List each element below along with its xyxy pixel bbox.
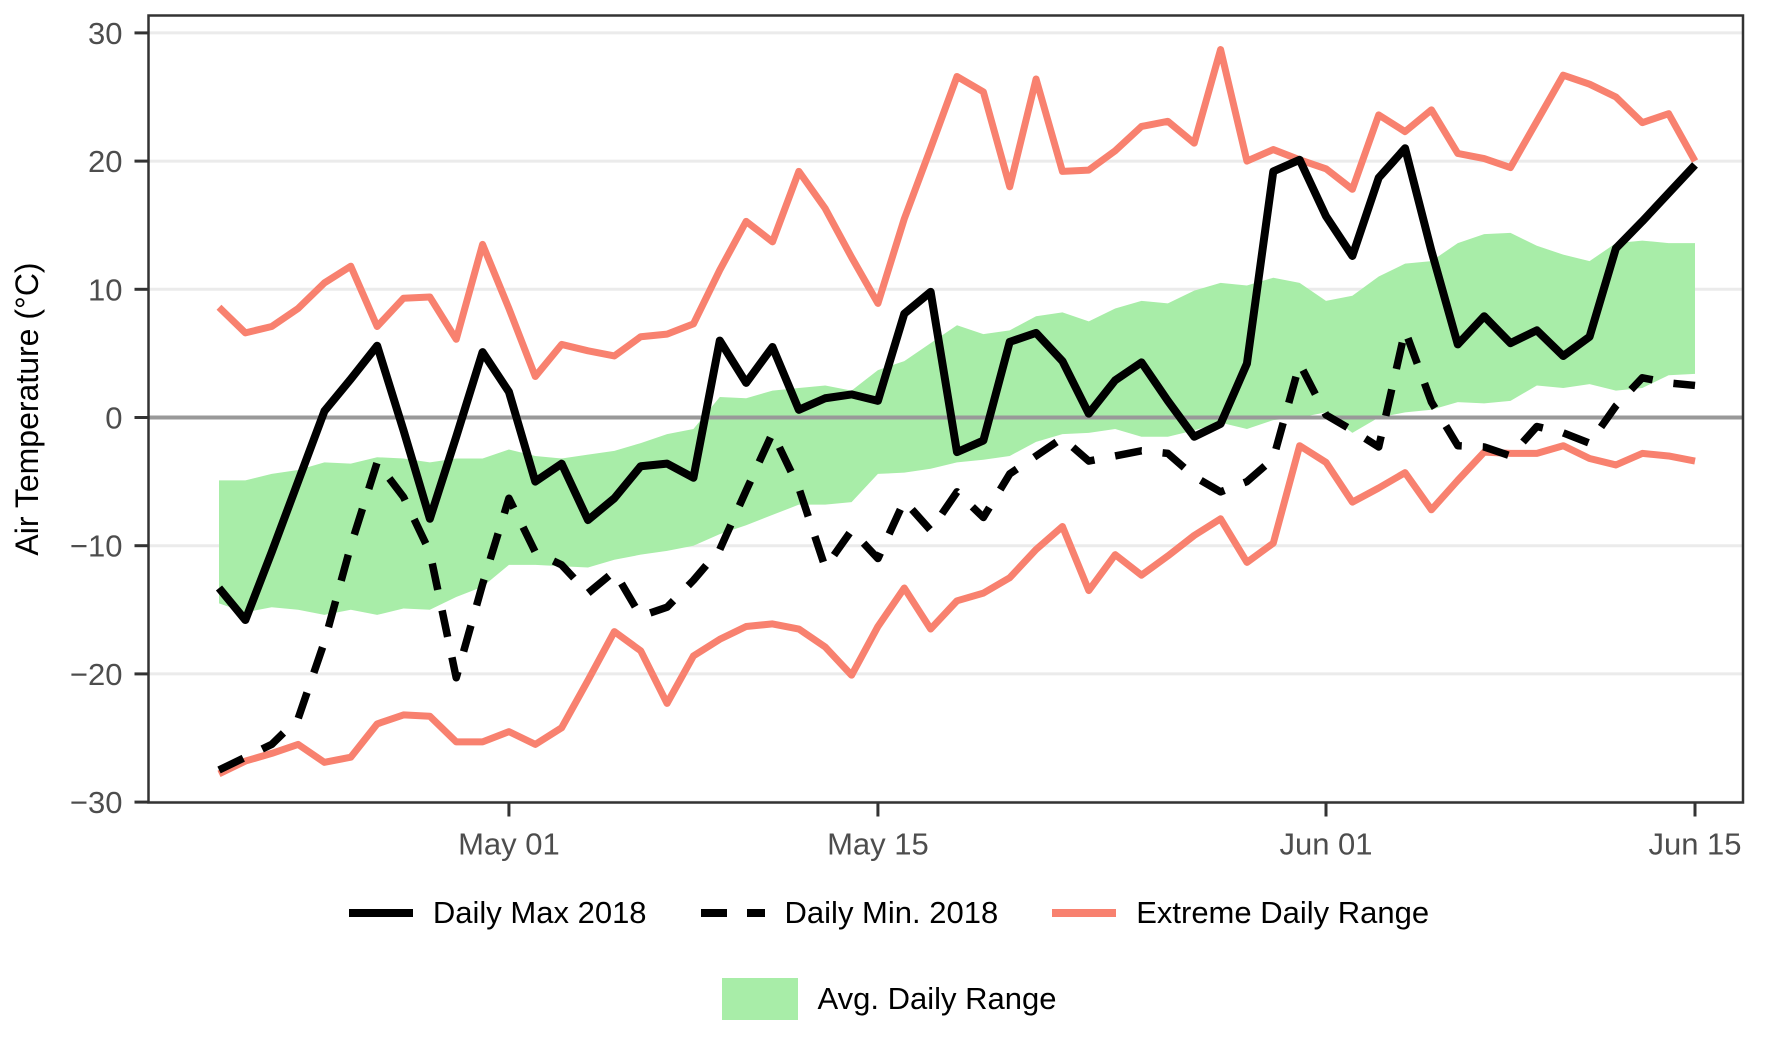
x-tick-label-Jun 01: Jun 01	[1279, 827, 1372, 862]
green-area-key-icon	[721, 978, 798, 1020]
y-tick-label-30: 30	[88, 16, 122, 51]
legend-row-2: Avg. Daily Range	[0, 972, 1778, 1026]
y-tick-label-10: 10	[88, 272, 122, 307]
dashed-line-key-icon	[700, 909, 765, 917]
extreme-low-line	[217, 442, 1696, 778]
legend-item-daily-max: Daily Max 2018	[348, 895, 647, 931]
legend-label-avg-range: Avg. Daily Range	[817, 981, 1057, 1016]
legend-item-avg-range: Avg. Daily Range	[721, 978, 1057, 1020]
daily-min-line	[217, 326, 1696, 774]
y-tick-label-−20: −20	[70, 657, 123, 692]
legend-label-daily-min: Daily Min. 2018	[784, 895, 999, 930]
salmon-line-key-icon	[1052, 909, 1117, 917]
x-tick-label-May 01: May 01	[458, 827, 560, 862]
series-layer	[148, 46, 1743, 778]
x-tick-label-Jun 15: Jun 15	[1648, 827, 1741, 862]
axes: 30 20 10 0 −10 −20 −30 May 01 May 15 Jun 01 Jun 15	[70, 16, 1742, 862]
extreme-high-line	[216, 46, 1699, 380]
legend-row-1: Daily Max 2018 Daily Min. 2018 Extreme D…	[0, 888, 1778, 938]
y-tick-label-20: 20	[88, 144, 122, 179]
y-tick-label-−30: −30	[70, 785, 123, 820]
legend-label-daily-max: Daily Max 2018	[432, 895, 647, 930]
daily-max-line	[215, 144, 1698, 625]
y-tick-label-−10: −10	[70, 529, 123, 564]
legend-label-extreme-range: Extreme Daily Range	[1136, 895, 1430, 930]
x-tick-label-May 15: May 15	[827, 827, 929, 862]
y-axis-title: Air Temperature (°C)	[9, 262, 45, 555]
legend-item-extreme-range: Extreme Daily Range	[1052, 895, 1429, 931]
panel-border	[147, 14, 1745, 804]
solid-line-key-icon	[348, 909, 413, 917]
legend-item-daily-min: Daily Min. 2018	[700, 895, 999, 931]
y-tick-label-0: 0	[105, 401, 122, 436]
